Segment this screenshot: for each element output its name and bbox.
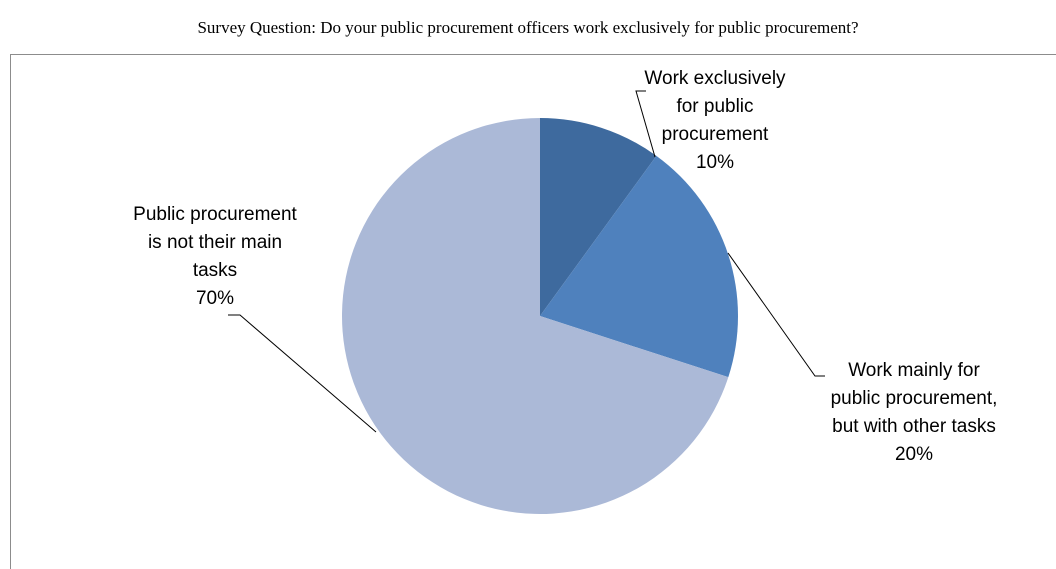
- pie-slice-1: [540, 118, 657, 316]
- slice-label-line: Work exclusively: [644, 68, 786, 89]
- slice-label-line: but with other tasks: [832, 416, 996, 437]
- slice-label-line: for public: [676, 96, 753, 117]
- slice-label-2: Work mainly for public procurement, but wi…: [831, 360, 998, 465]
- slice-value-label: 70%: [196, 288, 234, 309]
- slice-label-line: procurement: [662, 124, 769, 145]
- slice-label-1: Work exclusively for public procurement 10%: [644, 68, 786, 173]
- leader-line-2: [727, 252, 825, 377]
- leader-line-3: [228, 314, 377, 433]
- slice-value-label: 20%: [895, 444, 933, 465]
- slice-value-label: 10%: [696, 152, 734, 173]
- slice-label-line: public procurement,: [831, 388, 998, 409]
- page-title: Survey Question: Do your public procurem…: [197, 18, 859, 37]
- slice-label-line: Public procurement: [133, 204, 297, 225]
- slice-label-line: tasks: [193, 260, 237, 281]
- slice-label-line: is not their main: [148, 232, 282, 253]
- slice-label-3: Public procurement is not their main tasks…: [133, 204, 297, 309]
- pie-slice-2: [540, 155, 738, 378]
- chart-frame: [10, 54, 1056, 569]
- pie-slice-3: [342, 118, 729, 514]
- leader-line-1: [635, 90, 656, 158]
- slice-label-line: Work mainly for: [848, 360, 980, 381]
